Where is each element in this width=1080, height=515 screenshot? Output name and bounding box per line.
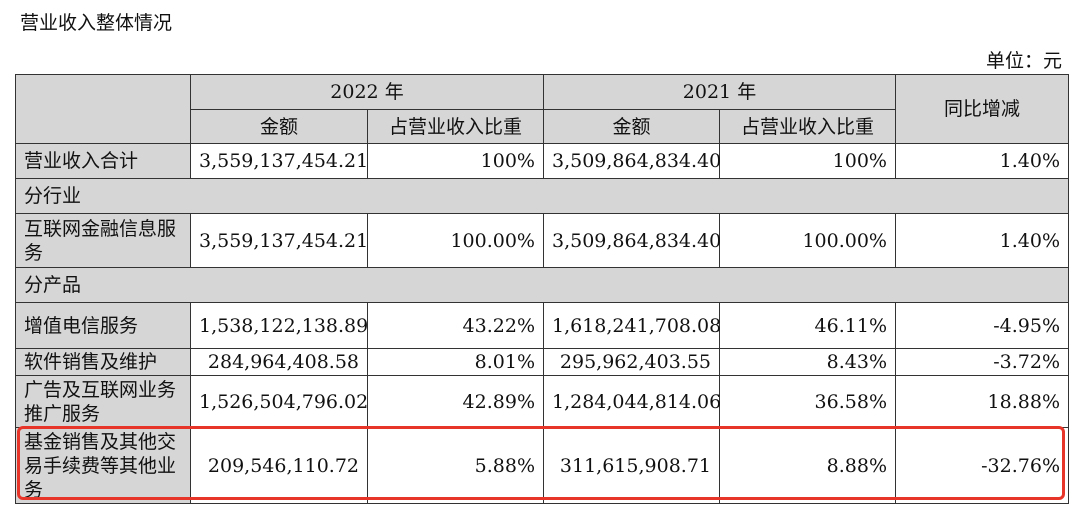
amount-2022: 1,526,504,796.02: [190, 375, 368, 428]
yoy-change: 18.88%: [895, 375, 1069, 428]
section-row-product: 分产品: [15, 267, 1069, 303]
section-row-industry: 分行业: [15, 178, 1069, 214]
yoy-change: -3.72%: [895, 348, 1069, 376]
header-year-2021: 2021 年: [543, 74, 896, 110]
share-2022: 43.22%: [367, 302, 544, 349]
amount-2022: 209,546,110.72: [190, 427, 368, 504]
amount-2021: 1,284,044,814.06: [543, 375, 721, 428]
share-2022: 8.01%: [367, 348, 544, 376]
amount-2021: 311,615,908.71: [543, 427, 720, 504]
row-label: 广告及互联网业务推广服务: [15, 375, 191, 428]
header-amount-2022: 金额: [190, 109, 368, 144]
amount-2021: 3,509,864,834.40: [543, 213, 721, 268]
share-2021: 8.43%: [719, 348, 896, 376]
yoy-change: -4.95%: [895, 302, 1069, 349]
amount-2022: 1,538,122,138.89: [190, 302, 368, 349]
yoy-change: 1.40%: [895, 143, 1069, 179]
table-row: 增值电信服务 1,538,122,138.89 43.22% 1,618,241…: [15, 302, 1069, 349]
amount-2021: 1,618,241,708.08: [543, 302, 721, 349]
share-2021: 46.11%: [719, 302, 896, 349]
row-label: 基金销售及其他交易手续费等其他业务: [15, 427, 191, 504]
share-2021: 8.88%: [719, 427, 896, 504]
amount-2022: 284,964,408.58: [190, 348, 368, 376]
revenue-table: 2022 年 2021 年 同比增减 金额 占营业收入比重 金额 占营业收入比重…: [15, 74, 1069, 504]
share-2021: 100.00%: [719, 213, 896, 268]
share-2022: 100.00%: [367, 213, 544, 268]
row-label: 营业收入合计: [15, 143, 191, 179]
page-title: 营业收入整体情况: [20, 12, 173, 34]
amount-2021: 295,962,403.55: [543, 348, 720, 376]
share-2022: 42.89%: [367, 375, 544, 428]
amount-2022: 3,559,137,454.21: [190, 213, 368, 268]
share-2022: 5.88%: [367, 427, 544, 504]
table-row: 软件销售及维护 284,964,408.58 8.01% 295,962,403…: [15, 348, 1069, 376]
share-2022: 100%: [367, 143, 544, 179]
header-share-2022: 占营业收入比重: [367, 109, 544, 144]
header-year-2022: 2022 年: [190, 74, 544, 110]
header-empty-cell: [15, 74, 191, 144]
amount-2021: 3,509,864,834.40: [543, 143, 721, 179]
share-2021: 36.58%: [719, 375, 896, 428]
table-row-highlighted: 基金销售及其他交易手续费等其他业务 209,546,110.72 5.88% 3…: [15, 427, 1069, 504]
section-label: 分行业: [15, 178, 1069, 214]
row-label: 互联网金融信息服务: [15, 213, 191, 268]
header-yoy: 同比增减: [895, 74, 1069, 144]
table-row: 广告及互联网业务推广服务 1,526,504,796.02 42.89% 1,2…: [15, 375, 1069, 428]
section-label: 分产品: [15, 267, 1069, 303]
row-label: 增值电信服务: [15, 302, 191, 349]
table-row-total: 营业收入合计 3,559,137,454.21 100% 3,509,864,8…: [15, 143, 1069, 179]
amount-2022: 3,559,137,454.21: [190, 143, 368, 179]
unit-label: 单位：元: [985, 50, 1062, 72]
yoy-change: -32.76%: [895, 427, 1069, 504]
table-row: 互联网金融信息服务 3,559,137,454.21 100.00% 3,509…: [15, 213, 1069, 268]
row-label: 软件销售及维护: [15, 348, 191, 376]
header-amount-2021: 金额: [543, 109, 720, 144]
yoy-change: 1.40%: [895, 213, 1069, 268]
header-share-2021: 占营业收入比重: [719, 109, 896, 144]
share-2021: 100%: [719, 143, 896, 179]
